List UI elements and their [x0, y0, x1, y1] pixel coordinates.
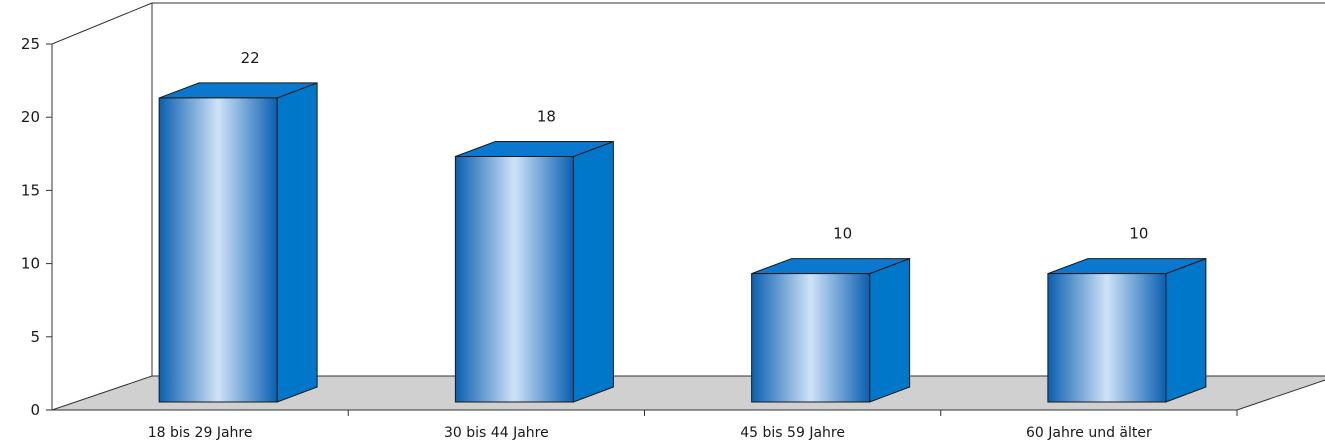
data-label: 10: [833, 225, 852, 243]
x-tick-label: 60 Jahre und älter: [1026, 425, 1152, 441]
y-tick-label: 15: [21, 181, 40, 199]
y-tick-label: 0: [30, 401, 40, 419]
y-axis: 0 5 10 15 20 25: [21, 35, 52, 419]
x-tick-label: 45 bis 59 Jahre: [740, 425, 845, 441]
bar-front: [454, 155, 574, 403]
bar-side: [276, 82, 318, 403]
bar: 22: [158, 49, 318, 403]
bar: 18: [454, 107, 614, 403]
data-label: 22: [241, 49, 260, 67]
x-tick-label: 30 bis 44 Jahre: [444, 425, 549, 441]
data-label: 18: [537, 107, 556, 125]
bar-front: [1047, 273, 1167, 403]
y-tick-label: 5: [30, 328, 40, 346]
bar-front: [751, 273, 871, 403]
bar-side: [572, 140, 614, 403]
data-label: 10: [1129, 225, 1148, 243]
side-wall-top-edge: [51, 2, 153, 45]
bar-side: [1165, 257, 1207, 403]
y-tick-label: 10: [21, 255, 40, 273]
bars-layer: 22 18 10 10: [158, 49, 1207, 403]
bar-side: [869, 257, 911, 403]
bar: 10: [751, 225, 911, 403]
x-axis: 18 bis 29 Jahre 30 bis 44 Jahre 45 bis 59 …: [148, 410, 1238, 441]
chart-floor: [51, 375, 1325, 411]
y-tick-label: 25: [21, 35, 40, 53]
bar: 10: [1047, 225, 1207, 403]
bar-front: [158, 97, 278, 403]
chart-frame: [51, 2, 1325, 411]
x-tick-label: 18 bis 29 Jahre: [148, 425, 253, 441]
y-tick-label: 20: [21, 108, 40, 126]
